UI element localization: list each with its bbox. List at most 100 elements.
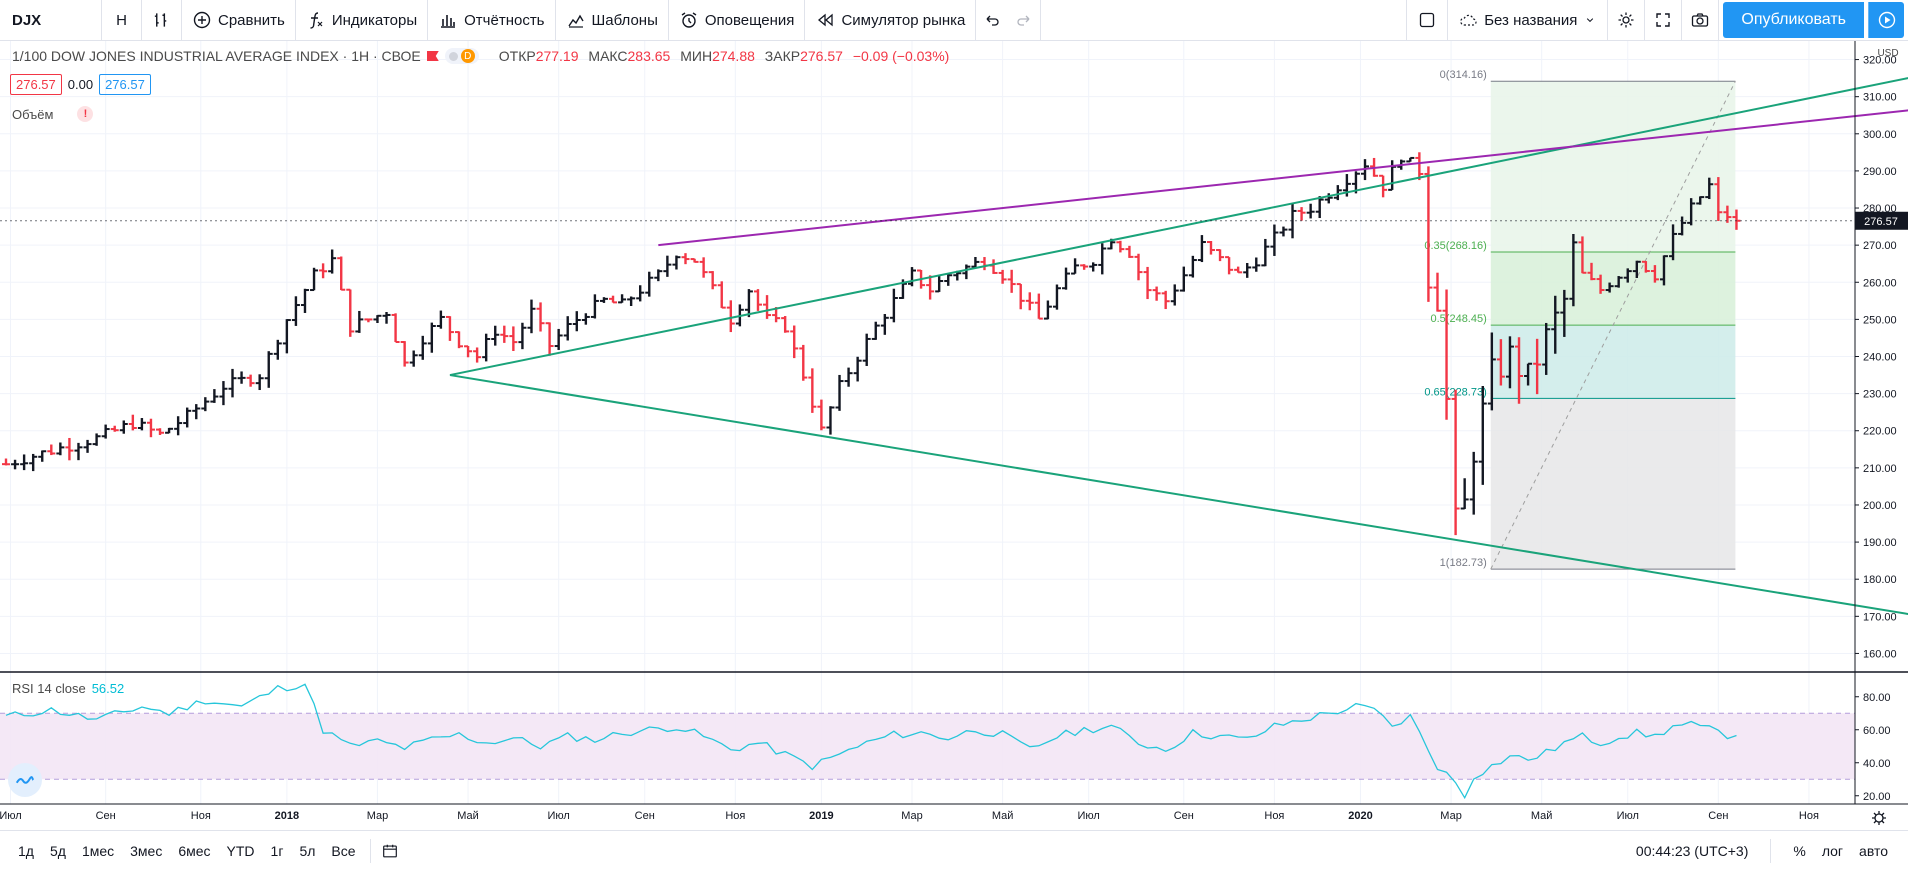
ohlc-bar [1505,336,1514,389]
currency-label: USD [1877,48,1898,59]
ohlc-bar [1442,289,1451,420]
range-1d[interactable]: 1д [18,842,34,859]
indicators-button[interactable]: Индикаторы [296,0,429,41]
publish-options-button[interactable] [1868,2,1904,38]
price-tick-label: 260.00 [1863,277,1897,289]
ohlc-bar [1524,362,1533,386]
percent-toggle[interactable]: % [1793,842,1806,859]
ohlc-bar [201,397,210,412]
ohlc-bar [1288,204,1297,239]
replay-button[interactable]: Симулятор рынка [805,0,977,41]
fullscreen-select-button[interactable] [1406,0,1449,41]
rsi-value: 56.52 [91,681,125,696]
function-icon [310,12,323,29]
layout-name-label: Без названия [1484,11,1578,29]
layout-name-button[interactable]: Без названия [1448,0,1609,41]
clock-timezone[interactable]: 00:44:23 (UTC+3) [1635,842,1749,859]
fib-zone-top [1490,81,1736,252]
flag-icon[interactable] [426,51,439,61]
interval-label: Н [116,11,127,29]
ohlc-bar [1415,152,1424,181]
alerts-button[interactable]: Оповещения [669,0,806,41]
ohlc-bar [1125,245,1134,258]
time-tick-label: Сен [1708,810,1728,822]
range-6m[interactable]: 6мес [178,842,211,859]
tradingview-logo-icon [15,776,35,784]
price-tick-label: 240.00 [1863,352,1897,364]
ohlc-bar [1587,262,1596,281]
calendar-icon[interactable] [381,842,399,860]
snapshot-button[interactable] [1682,0,1720,41]
ohlc-bar [726,300,735,333]
ohlc-bar [418,335,427,360]
range-1y[interactable]: 1г [270,842,284,859]
ohlc-bar [1252,257,1261,272]
ohlc-bar [518,322,527,350]
compare-button[interactable]: Сравнить [182,0,296,41]
ohlc-bar [273,339,282,360]
ohlc-bar [826,406,835,435]
symbol-search[interactable]: DJX [0,0,102,41]
ohlc-bar [491,325,500,346]
fib-level-label: 0(314.16) [1440,69,1487,81]
ohlc-bar [1487,332,1496,411]
time-tick-label: Сен [635,810,655,822]
ohlc-bar [1134,253,1143,281]
expand-button[interactable] [1645,0,1683,41]
log-toggle[interactable]: лог [1821,842,1844,859]
redo-button[interactable] [1008,0,1042,41]
chart-type-button[interactable] [142,0,182,41]
ohlc-bar [373,314,382,324]
ohlc-bar [427,322,436,353]
undo-button[interactable] [976,0,1008,41]
ohlc-bar [146,418,155,438]
ohlc-bar [500,325,509,343]
range-5d[interactable]: 5д [49,842,66,859]
divider [369,838,371,863]
ohlc-bar [609,295,618,304]
chart-settings-gear[interactable] [1872,811,1886,825]
ohlc-bar [455,331,463,349]
ohlc-bar [2,458,10,466]
ohlc-bar [581,313,590,325]
delayed-badge: D [460,49,475,63]
range-1m[interactable]: 1мес [81,842,115,859]
ohlc-bar [1723,205,1732,223]
ohlc-bar [1261,238,1270,267]
ohlc-bar [20,454,29,471]
tradingview-logo[interactable] [8,763,42,797]
publish-button[interactable]: Опубликовать [1723,2,1864,38]
fib-level-label: 0.35(268.16) [1424,240,1486,252]
ohlc-bar [1732,209,1741,230]
interval-button[interactable]: Н [102,0,142,41]
templates-button[interactable]: Шаблоны [556,0,669,41]
financials-button[interactable]: Отчётность [428,0,556,41]
rsi-band [0,713,1855,780]
range-all[interactable]: Все [331,842,356,859]
ohlc-bar [337,256,346,291]
ohlc-bar [1569,233,1578,307]
range-3m[interactable]: 3мес [130,842,163,859]
time-tick-label: Сен [96,810,116,822]
chart-canvas[interactable]: 0(314.16)0.35(268.16)0.5(248.45)0.65(228… [0,41,1908,830]
bid-box[interactable]: 276.57 [10,74,62,95]
auto-toggle[interactable]: авто [1859,842,1888,859]
warning-icon[interactable]: ! [77,106,94,122]
range-5y[interactable]: 5л [299,842,316,859]
time-tick-label: 2020 [1348,810,1372,822]
ask-box[interactable]: 276.57 [99,74,151,95]
settings-button[interactable] [1608,0,1646,41]
ohlc-bar [527,299,536,334]
ohlc-bar [1206,240,1215,255]
range-ytd[interactable]: YTD [226,842,255,859]
ohlc-bar [319,263,328,279]
camera-icon [1692,13,1709,27]
time-tick-label: Ноя [725,810,745,822]
ohlc-bar [1043,300,1052,320]
ohlc-bar [808,368,817,413]
ohlc-bar [681,253,690,265]
data-status-pill[interactable]: D [444,48,479,64]
ohlc-bar [219,381,228,406]
rsi-line [5,683,1737,800]
